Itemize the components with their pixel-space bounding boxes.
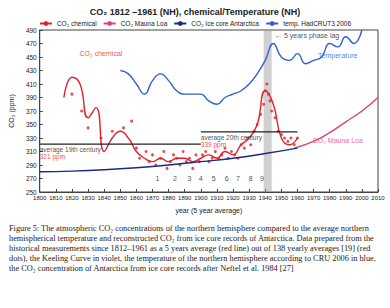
svg-text:339 ppm: 339 ppm	[201, 141, 226, 149]
svg-text:average 20th century: average 20th century	[200, 133, 262, 141]
svg-text:1920: 1920	[226, 195, 240, 201]
svg-text:1980: 1980	[323, 195, 337, 201]
svg-text:1890: 1890	[178, 195, 192, 201]
svg-text:Temperature: Temperature	[318, 52, 357, 60]
svg-text:temp. HadCRUT3 2006: temp. HadCRUT3 2006	[283, 20, 351, 28]
svg-text:1970: 1970	[307, 195, 321, 201]
svg-text:270: 270	[26, 175, 37, 182]
svg-text:2000: 2000	[355, 195, 369, 201]
svg-text:← 5 years phase lag: ← 5 years phase lag	[275, 32, 339, 40]
svg-text:1880: 1880	[162, 195, 176, 201]
svg-text:1990: 1990	[339, 195, 353, 201]
svg-text:1810: 1810	[49, 195, 63, 201]
svg-text:410: 410	[26, 81, 37, 88]
svg-text:1850: 1850	[114, 195, 128, 201]
svg-text:1840: 1840	[97, 195, 111, 201]
svg-text:1: 1	[155, 175, 159, 182]
svg-text:CO₂ 1812 –1961 (NH), chemical/: CO₂ 1812 –1961 (NH), chemical/Temperatur…	[90, 7, 300, 17]
svg-text:1940: 1940	[259, 195, 273, 201]
svg-text:CO₂ Ice core Antarctica: CO₂ Ice core Antarctica	[191, 20, 259, 27]
svg-text:CO₂ Mauna Loa: CO₂ Mauna Loa	[121, 20, 168, 27]
svg-text:450: 450	[26, 54, 37, 61]
svg-text:490: 490	[26, 27, 37, 34]
svg-text:4: 4	[199, 175, 203, 182]
svg-text:430: 430	[26, 67, 37, 74]
svg-text:CO₂ Mauna Loa: CO₂ Mauna Loa	[313, 137, 363, 144]
svg-text:470: 470	[26, 40, 37, 47]
svg-text:average 19th century: average 19th century	[39, 146, 101, 154]
svg-text:1960: 1960	[291, 195, 305, 201]
svg-text:CO₂ chemical: CO₂ chemical	[57, 20, 97, 27]
svg-text:1870: 1870	[146, 195, 160, 201]
svg-text:310: 310	[26, 148, 37, 155]
svg-text:9: 9	[260, 175, 264, 182]
svg-text:3: 3	[188, 175, 192, 182]
svg-text:321 ppm: 321 ppm	[40, 153, 65, 161]
svg-text:7: 7	[236, 175, 240, 182]
svg-text:5: 5	[212, 175, 216, 182]
svg-text:370: 370	[26, 108, 37, 115]
html-text:Figure 5: The atmospheric CO₂: Figure 5: The atmospheric CO₂ concentrat…	[9, 224, 376, 273]
svg-text:290: 290	[26, 162, 37, 169]
svg-text:350: 350	[26, 121, 37, 128]
svg-text:1820: 1820	[65, 195, 79, 201]
svg-text:1910: 1910	[210, 195, 224, 201]
svg-text:8: 8	[249, 175, 253, 182]
svg-text:year (5 year average): year (5 year average)	[175, 207, 242, 215]
svg-text:2010: 2010	[371, 195, 385, 201]
svg-text:250: 250	[25, 188, 37, 196]
svg-text:1830: 1830	[81, 195, 95, 201]
svg-text:CO₂ chemical: CO₂ chemical	[80, 50, 123, 57]
svg-text:6: 6	[225, 175, 229, 182]
svg-text:390: 390	[26, 94, 37, 101]
svg-text:1950: 1950	[275, 195, 289, 201]
svg-text:1800: 1800	[33, 195, 47, 201]
svg-text:CO₂ (ppm): CO₂ (ppm)	[8, 94, 16, 127]
svg-text:1900: 1900	[194, 195, 208, 201]
svg-text:2: 2	[173, 175, 177, 182]
svg-text:1930: 1930	[242, 195, 256, 201]
svg-text:1860: 1860	[130, 195, 144, 201]
svg-text:330: 330	[26, 135, 37, 142]
